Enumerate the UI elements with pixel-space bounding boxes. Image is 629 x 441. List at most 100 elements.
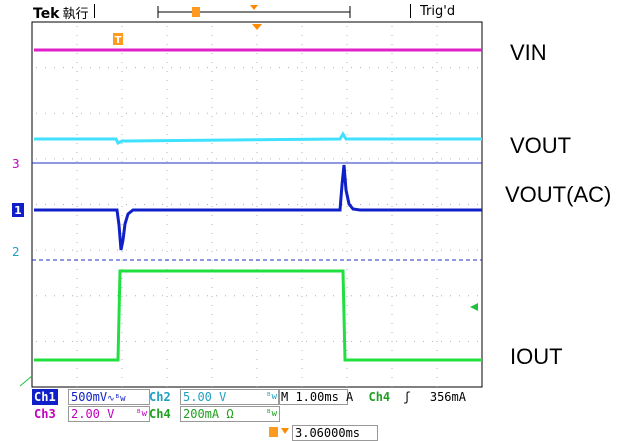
grid-dot (76, 143, 78, 144)
grid-dot (153, 340, 154, 342)
grid-dot (279, 295, 280, 297)
ch4-readout[interactable]: 200mA Ω ᴮw (180, 406, 280, 422)
grid-dot (211, 260, 213, 261)
trigger-delay-readout[interactable]: 3.06000ms (292, 425, 378, 441)
grid-dot (391, 314, 393, 315)
grid-dot (63, 204, 64, 205)
grid-dot (256, 89, 258, 90)
grid-dot (211, 314, 213, 315)
grid-dot (279, 158, 280, 160)
grid-dot (211, 188, 213, 189)
ch4-tag[interactable]: Ch4 (149, 407, 171, 421)
grid-dot (256, 242, 258, 243)
grid-dot (436, 332, 438, 333)
grid-dot (189, 112, 190, 114)
grid-dot (99, 158, 100, 160)
grid-dot (301, 134, 303, 135)
ch2-readout[interactable]: 5.00 V ᴮw (180, 389, 280, 405)
grid-dot (324, 295, 325, 297)
ch4-marker-icon (19, 375, 33, 387)
grid-dot (54, 67, 55, 69)
grid-dot (387, 158, 388, 160)
grid-dot (441, 295, 442, 297)
grid-dot (76, 215, 78, 216)
grid-dot (72, 295, 73, 297)
grid-dot (256, 386, 258, 387)
grid-dot (436, 143, 438, 144)
grid-dot (162, 67, 163, 69)
grid-dot (301, 287, 303, 288)
grid-dot (414, 204, 415, 205)
grid-dot (63, 67, 64, 69)
waveform-display[interactable]: T 3 1 2 (0, 20, 629, 390)
grid-dot (207, 340, 208, 342)
grid-dot (234, 112, 235, 114)
grid-dot (162, 158, 163, 160)
grid-dot (81, 112, 82, 114)
grid-dot (252, 249, 253, 251)
grid-dot (45, 112, 46, 114)
grid-dot (126, 112, 127, 114)
grid-dot (207, 158, 208, 160)
grid-dot (207, 67, 208, 69)
grid-dot (256, 170, 258, 171)
ch1-readout[interactable]: 500mV∿ᴮw (68, 389, 150, 405)
grid-dot (391, 98, 393, 99)
grid-dot (315, 112, 316, 114)
ch1-scale: 500mV (71, 390, 108, 404)
ch2-tag[interactable]: Ch2 (149, 390, 171, 404)
grid-dot (171, 67, 172, 69)
grid-dot (76, 170, 78, 171)
grid-dot (76, 296, 78, 297)
grid-dot (121, 377, 123, 378)
grid-dot (369, 204, 370, 205)
grid-dot (301, 80, 303, 81)
grid-dot (166, 278, 168, 279)
grid-dot (297, 204, 298, 205)
grid-dot (333, 340, 334, 342)
grid-dot (477, 340, 478, 342)
grid-dot (432, 295, 433, 297)
grid-dot (121, 260, 123, 261)
trigger-readout[interactable]: A Ch4 ʃ 356mA (346, 389, 626, 405)
grid-dot (436, 107, 438, 108)
grid-dot (288, 295, 289, 297)
grid-dot (162, 112, 163, 114)
grid-dot (81, 249, 82, 251)
grid-dot (211, 350, 213, 351)
grid-dot (166, 89, 168, 90)
grid-dot (360, 67, 361, 69)
timebase-readout[interactable]: M 1.00ms (278, 389, 348, 405)
grid-dot (346, 386, 348, 387)
ch1-tag[interactable]: Ch1 (32, 389, 58, 405)
grid-dot (211, 125, 213, 126)
grid-dot (166, 242, 168, 243)
grid-dot (369, 295, 370, 297)
grid-dot (166, 287, 168, 288)
ch3-readout[interactable]: 2.00 V ᴮw (68, 406, 150, 422)
grid-dot (346, 215, 348, 216)
ch3-tag[interactable]: Ch3 (34, 407, 56, 421)
grid-dot (63, 158, 64, 160)
grid-dot (153, 204, 154, 205)
divider (94, 4, 95, 18)
grid-dot (333, 158, 334, 160)
grid-dot (207, 249, 208, 251)
grid-dot (211, 116, 213, 117)
grid-dot (76, 269, 78, 270)
grid-dot (301, 314, 303, 315)
grid-dot (342, 249, 343, 251)
grid-dot (436, 314, 438, 315)
grid-dot (99, 295, 100, 297)
grid-dot (121, 62, 123, 63)
grid-dot (36, 158, 37, 160)
grid-dot (76, 305, 78, 306)
grid-dot (301, 53, 303, 54)
grid-dot (36, 204, 37, 205)
grid-dot (207, 112, 208, 114)
record-position-indicator (157, 5, 351, 18)
grid-dot (198, 112, 199, 114)
grid-dot (180, 204, 181, 205)
grid-dot (166, 233, 168, 234)
grid-dot (135, 340, 136, 342)
